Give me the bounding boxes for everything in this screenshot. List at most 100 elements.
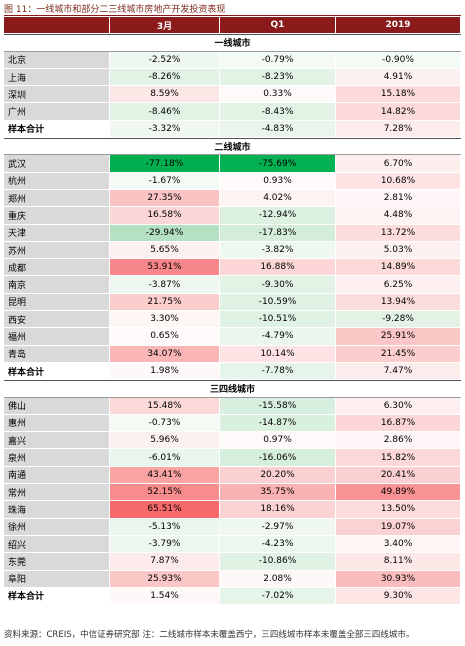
data-row: 青岛 34.07% 10.14% 21.45% (4, 345, 461, 363)
value-cell: 52.15% (110, 484, 220, 501)
value-cell: 5.96% (110, 432, 220, 449)
value-cell: 43.41% (110, 466, 220, 484)
value-cell: 20.41% (336, 466, 461, 484)
value-cell: 0.65% (110, 328, 220, 345)
data-row: 郑州 27.35% 4.02% 2.81% (4, 189, 461, 208)
city-name: 泉州 (4, 449, 110, 466)
data-row: 西安 3.30% -10.51% -9.28% (4, 311, 461, 329)
value-cell: -8.26% (110, 68, 220, 86)
data-row: 福州 0.65% -4.79% 25.91% (4, 328, 461, 346)
city-name: 南通 (4, 466, 110, 484)
value-cell: -9.28% (336, 311, 461, 328)
city-name: 杭州 (4, 172, 110, 189)
city-name: 天津 (4, 224, 110, 241)
value-cell: -2.97% (220, 518, 336, 535)
value-cell: 13.72% (336, 224, 461, 241)
header-cell: 3月 (110, 17, 220, 34)
value-cell: 0.97% (220, 432, 336, 449)
city-name: 东莞 (4, 553, 110, 570)
section-title: 二线城市 (214, 143, 251, 154)
value-cell: 21.75% (110, 293, 220, 311)
value-cell: 6.70% (336, 155, 461, 172)
footnote: 资料来源：CREIS，中信证券研究部 注：二线城市样本未覆盖西宁，三四线城市样本… (4, 630, 415, 640)
value-cell: 10.68% (336, 172, 461, 189)
value-cell: 20.20% (220, 466, 336, 484)
city-name: 珠海 (4, 501, 110, 518)
value-cell: -10.59% (220, 293, 336, 311)
city-name: 惠州 (4, 414, 110, 432)
data-row: 泉州 -6.01% -16.06% 15.82% (4, 449, 461, 467)
value-cell: 16.88% (220, 259, 336, 276)
value-cell: -8.23% (220, 68, 336, 86)
total-label: 样本合计 (4, 362, 110, 380)
figure-title: 图 11：一线城市和部分二三线城市房地产开发投资表现 (4, 5, 226, 15)
city-name: 阜阳 (4, 570, 110, 587)
value-cell: -2.52% (110, 51, 220, 68)
value-cell: 21.45% (336, 345, 461, 362)
value-cell: 16.87% (336, 414, 461, 432)
value-cell: -10.51% (220, 311, 336, 328)
section-row: 三四线城市 (4, 380, 461, 398)
value-cell: 8.11% (336, 553, 461, 570)
data-row: 南京 -3.87% -9.30% 6.25% (4, 276, 461, 294)
data-row: 天津 -29.94% -17.83% 13.72% (4, 224, 461, 242)
value-cell: 27.35% (110, 189, 220, 207)
city-name: 徐州 (4, 518, 110, 535)
value-cell: -15.58% (220, 397, 336, 414)
data-row: 苏州 5.65% -3.82% 5.03% (4, 241, 461, 260)
total-row: 样本合计 1.54% -7.02% 9.30% (4, 587, 461, 606)
value-cell: 3.40% (336, 535, 461, 553)
value-cell: 35.75% (220, 484, 336, 501)
value-cell: 1.98% (110, 362, 220, 380)
value-cell: 0.93% (220, 172, 336, 189)
value-cell: 14.89% (336, 259, 461, 276)
city-name: 青岛 (4, 345, 110, 362)
city-name: 昆明 (4, 293, 110, 311)
data-row: 成都 53.91% 16.88% 14.89% (4, 259, 461, 277)
value-cell: -77.18% (110, 155, 220, 172)
data-row: 绍兴 -3.79% -4.23% 3.40% (4, 535, 461, 554)
data-row: 嘉兴 5.96% 0.97% 2.86% (4, 432, 461, 450)
value-cell: 10.14% (220, 345, 336, 362)
value-cell: 13.94% (336, 293, 461, 311)
city-name: 福州 (4, 328, 110, 345)
data-row: 徐州 -5.13% -2.97% 19.07% (4, 518, 461, 536)
city-name: 北京 (4, 51, 110, 68)
value-cell: 65.51% (110, 501, 220, 518)
data-row: 北京 -2.52% -0.79% -0.90% (4, 51, 461, 69)
value-cell: 25.93% (110, 570, 220, 587)
section-title: 一线城市 (214, 39, 251, 50)
total-row: 样本合计 -3.32% -4.83% 7.28% (4, 120, 461, 139)
value-cell: -5.13% (110, 518, 220, 535)
value-cell: 0.33% (220, 86, 336, 103)
value-cell: 3.30% (110, 311, 220, 328)
city-name: 郑州 (4, 189, 110, 207)
value-cell: 30.93% (336, 570, 461, 587)
section-title: 三四线城市 (209, 385, 255, 396)
value-cell: -0.90% (336, 51, 461, 68)
value-cell: -7.02% (220, 587, 336, 605)
data-row: 广州 -8.46% -8.43% 14.82% (4, 103, 461, 121)
value-cell: 7.47% (336, 362, 461, 380)
value-cell: -7.78% (220, 362, 336, 380)
value-cell: -0.73% (110, 414, 220, 432)
value-cell: -3.82% (220, 241, 336, 259)
value-cell: 34.07% (110, 345, 220, 362)
value-cell: 15.18% (336, 86, 461, 103)
value-cell: -75.69% (220, 155, 336, 172)
total-row: 样本合计 1.98% -7.78% 7.47% (4, 362, 461, 381)
data-row: 南通 43.41% 20.20% 20.41% (4, 466, 461, 485)
city-name: 嘉兴 (4, 432, 110, 449)
header-row: 3月 Q1 2019 (4, 17, 461, 35)
value-cell: -12.94% (220, 207, 336, 224)
city-name: 绍兴 (4, 535, 110, 553)
value-cell: 4.91% (336, 68, 461, 86)
table: 3月 Q1 2019 一线城市 北京 -2.52% -0.79% -0.90% 上海 -8.26%… (4, 17, 461, 606)
section-row: 一线城市 (4, 34, 461, 52)
value-cell: 15.48% (110, 397, 220, 414)
total-label: 样本合计 (4, 587, 110, 605)
value-cell: 5.65% (110, 241, 220, 259)
value-cell: 6.25% (336, 276, 461, 293)
data-row: 常州 52.15% 35.75% 49.89% (4, 484, 461, 502)
